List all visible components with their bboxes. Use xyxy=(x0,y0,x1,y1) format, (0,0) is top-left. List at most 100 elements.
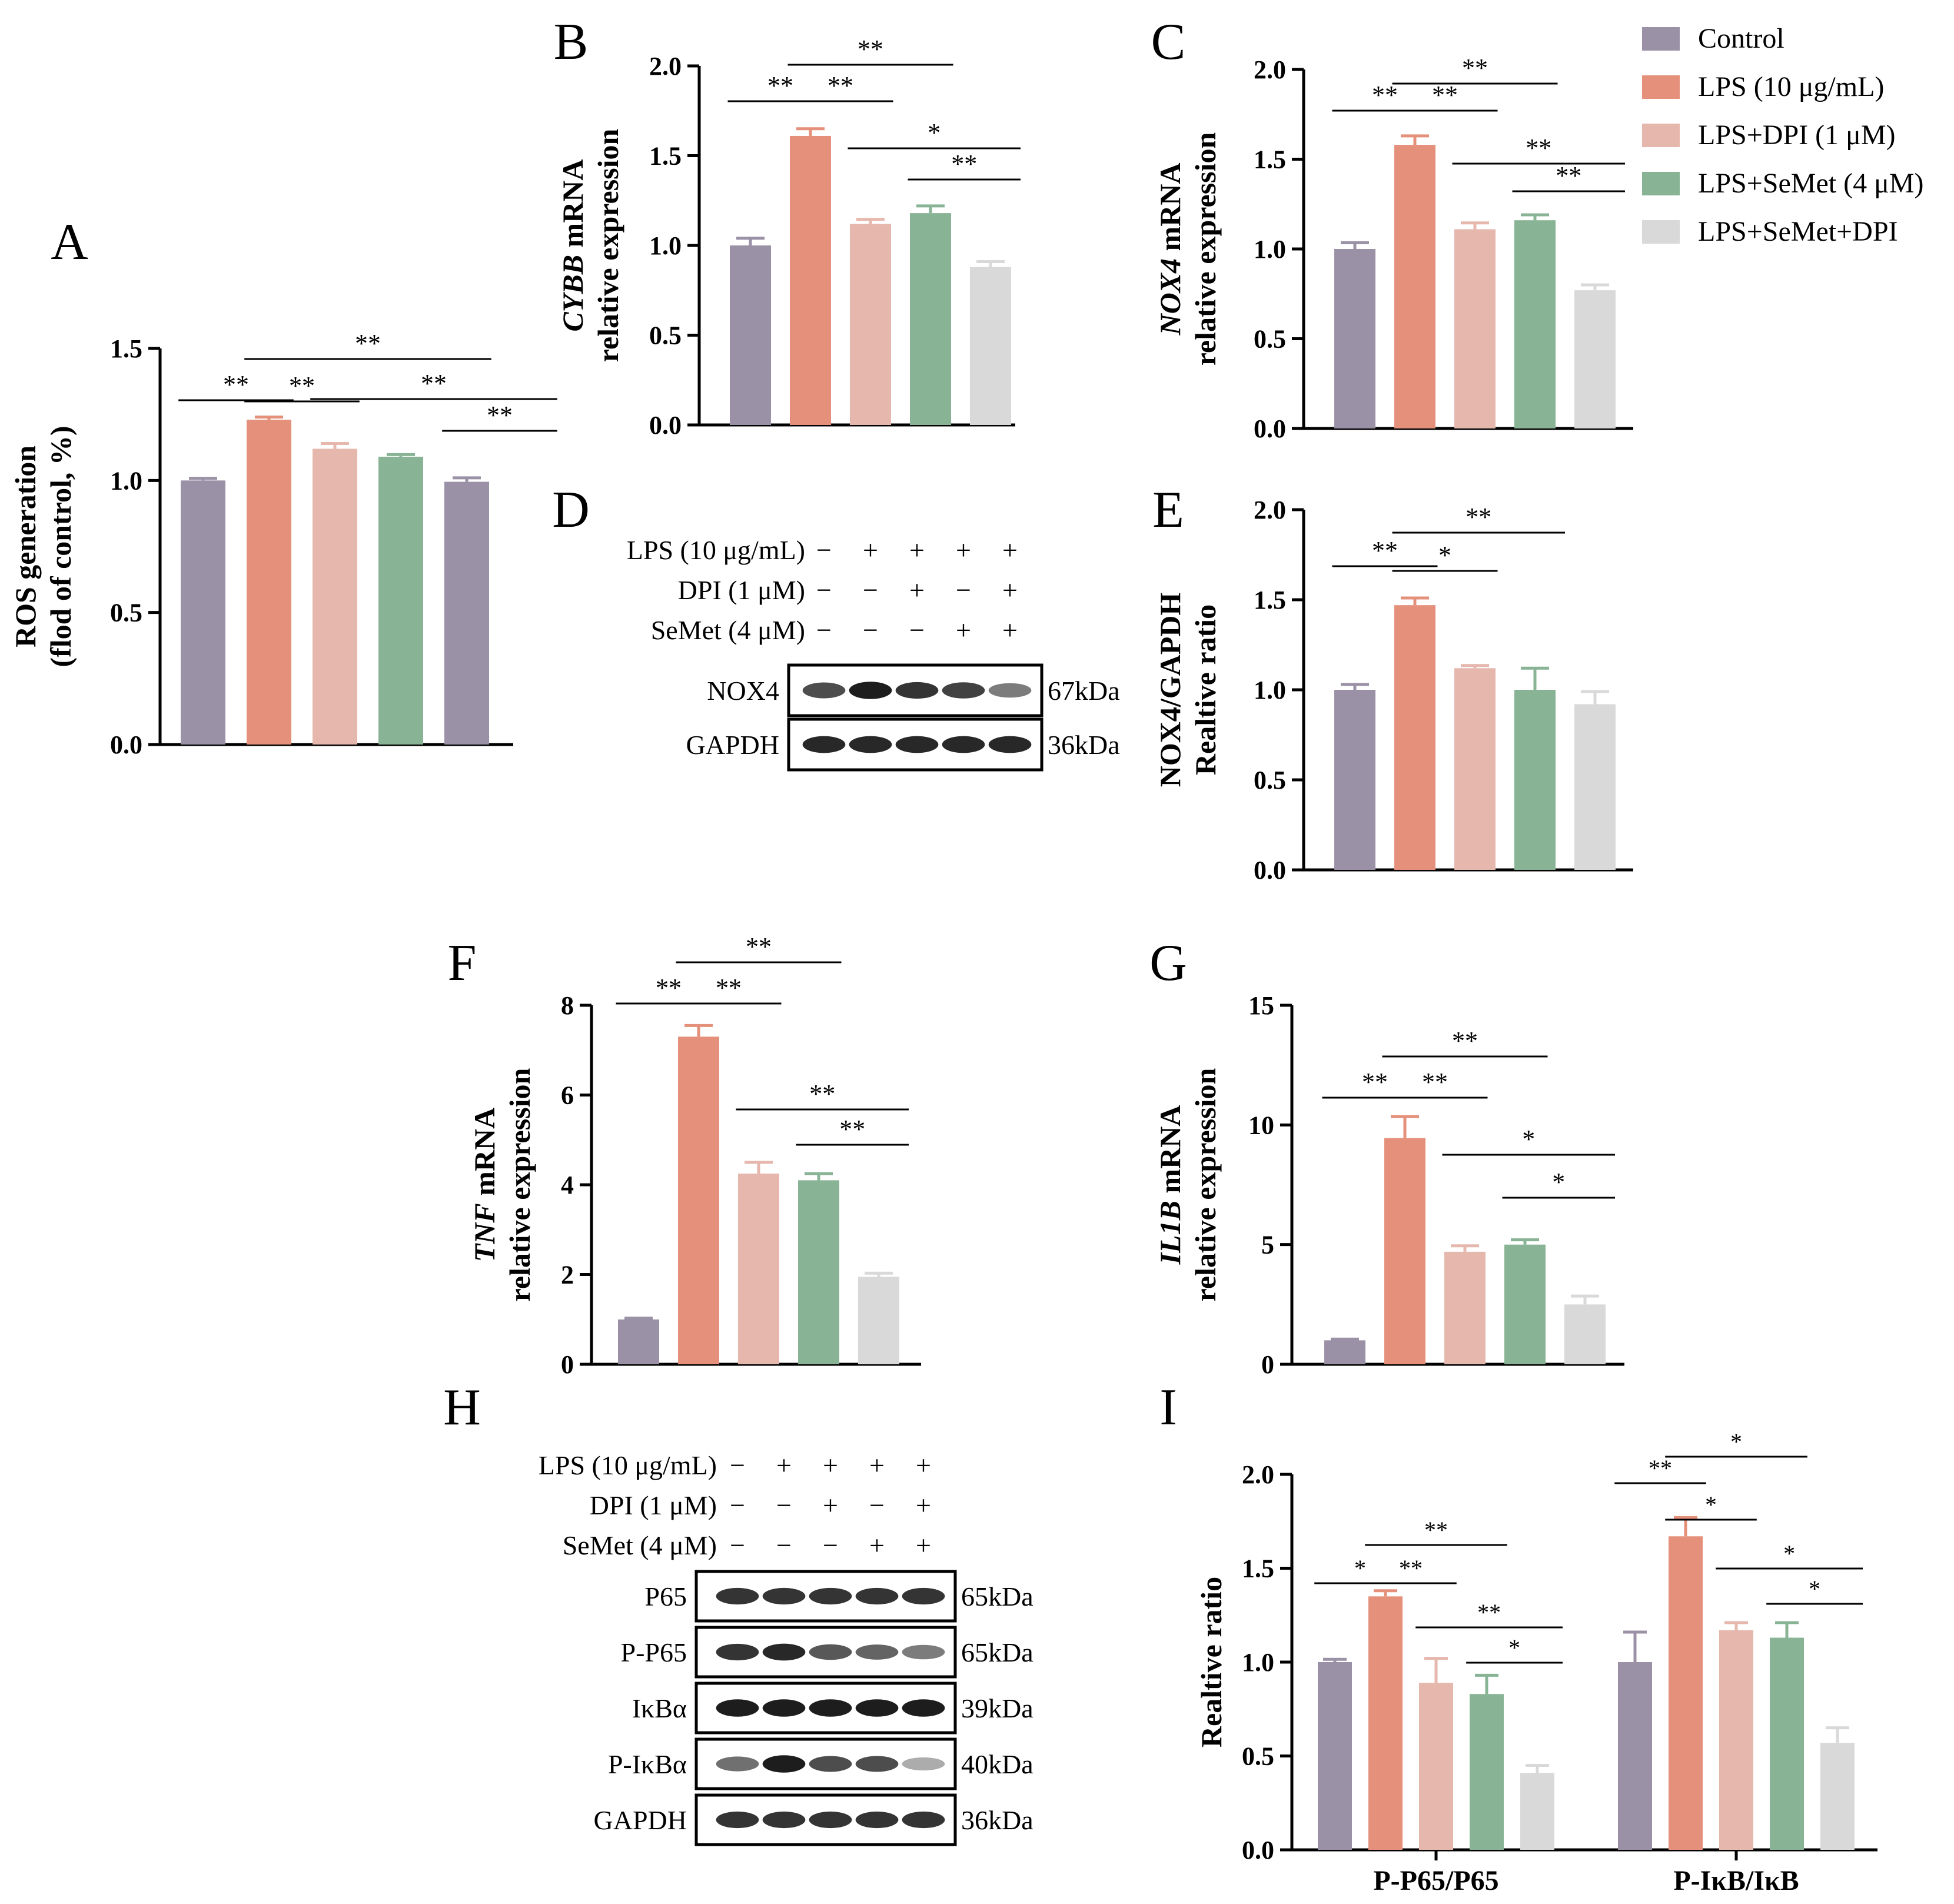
bar-2 xyxy=(1454,229,1496,428)
y-axis-label-line2: Realtive ratio xyxy=(1189,604,1222,775)
y-tick-label: 2 xyxy=(561,1261,574,1290)
legend-swatch-0 xyxy=(1642,27,1680,51)
bar-3 xyxy=(910,213,951,425)
y-tick-label: 0.5 xyxy=(1254,766,1286,795)
band-4 xyxy=(902,1811,945,1829)
sig-label: * xyxy=(1730,1428,1742,1455)
bar-g1-3 xyxy=(1770,1637,1804,1850)
kda-label-1: 65kDa xyxy=(961,1637,1034,1667)
bar-4 xyxy=(1574,704,1616,870)
y-axis-label-line1: TNF mRNA xyxy=(468,1108,501,1262)
y-axis-label-line1: NOX4 mRNA xyxy=(1154,162,1187,335)
treatment-sign: − xyxy=(816,615,832,645)
bar-1 xyxy=(247,420,291,745)
y-tick-label: 0.0 xyxy=(1254,414,1286,443)
y-axis-label-line2: relative expression xyxy=(591,128,624,362)
bar-0 xyxy=(1334,690,1375,870)
band-3 xyxy=(942,736,985,753)
bar-g1-0 xyxy=(1618,1662,1652,1850)
bar-1 xyxy=(1394,605,1435,870)
band-2 xyxy=(895,682,939,699)
treatment-sign: + xyxy=(869,1450,885,1480)
sig-label: * xyxy=(1705,1491,1717,1518)
legend-swatch-1 xyxy=(1642,75,1680,99)
sig-label-4: ** xyxy=(1556,161,1581,190)
band-3 xyxy=(942,682,985,699)
sig-label-2: ** xyxy=(355,329,381,358)
sig-label-3: * xyxy=(928,118,941,147)
treatment-sign: − xyxy=(730,1530,745,1560)
band-4 xyxy=(988,736,1032,753)
sig-label-1: ** xyxy=(289,371,315,400)
band-3 xyxy=(855,1699,899,1717)
treatment-sign: − xyxy=(776,1490,792,1520)
band-4 xyxy=(902,1587,945,1605)
bar-g1-4 xyxy=(1820,1743,1855,1850)
sig-label-3: ** xyxy=(1526,134,1551,162)
y-tick-label: 0.0 xyxy=(1242,1836,1274,1865)
kda-label-1: 36kDa xyxy=(1048,730,1120,760)
y-tick-label: 0 xyxy=(561,1350,574,1379)
bar-g0-0 xyxy=(1318,1662,1352,1850)
bar-0 xyxy=(1334,249,1375,428)
y-tick-label: 1.5 xyxy=(1254,145,1286,174)
bar-2 xyxy=(313,448,357,745)
treatment-sign: − xyxy=(816,535,832,565)
bar-3 xyxy=(1514,690,1556,870)
bar-3 xyxy=(378,456,423,745)
band-0 xyxy=(716,1587,759,1605)
sig-label-4: * xyxy=(1552,1168,1565,1197)
bar-4 xyxy=(970,267,1011,425)
band-3 xyxy=(855,1811,899,1829)
panel-letter-D: D xyxy=(552,481,590,539)
band-1 xyxy=(762,1643,806,1661)
protein-label-1: P-P65 xyxy=(621,1637,687,1667)
sig-label-2: ** xyxy=(1452,1026,1478,1055)
sig-label-4: ** xyxy=(839,1115,865,1144)
band-4 xyxy=(902,1699,945,1717)
treatment-label-1: DPI (1 μM) xyxy=(590,1490,717,1520)
bar-1 xyxy=(1384,1138,1425,1364)
y-tick-label: 15 xyxy=(1248,991,1274,1020)
treatment-sign: + xyxy=(916,1530,931,1560)
y-tick-label: 6 xyxy=(561,1081,574,1110)
treatment-label-1: DPI (1 μM) xyxy=(678,575,805,605)
treatment-sign: + xyxy=(916,1450,931,1480)
sig-label-2: ** xyxy=(1462,54,1488,82)
treatment-sign: + xyxy=(1002,535,1018,565)
kda-label-3: 40kDa xyxy=(961,1749,1034,1779)
bar-g0-4 xyxy=(1520,1773,1554,1850)
legend-swatch-2 xyxy=(1642,124,1680,147)
sig-label-3: ** xyxy=(809,1079,835,1108)
band-0 xyxy=(716,1699,759,1717)
sig-label-1: * xyxy=(1438,541,1451,570)
sig-label: * xyxy=(1508,1634,1520,1661)
sig-label-0: ** xyxy=(223,370,249,399)
band-2 xyxy=(809,1699,852,1717)
chart-E: 0.0 0.5 1.0 1.5 2.0 NOX4/GAPDH Realtive ratio *… xyxy=(1154,496,1633,885)
kda-label-4: 36kDa xyxy=(961,1805,1034,1835)
legend-label-4: LPS+SeMet+DPI xyxy=(1698,216,1898,247)
band-4 xyxy=(902,1757,945,1771)
bar-2 xyxy=(1454,668,1496,870)
legend-label-2: LPS+DPI (1 μM) xyxy=(1698,119,1896,151)
y-tick-label: 1.5 xyxy=(1242,1554,1274,1583)
band-4 xyxy=(988,683,1032,698)
sig-label-1: ** xyxy=(828,71,853,100)
y-tick-label: 1.0 xyxy=(649,231,682,260)
treatment-sign: + xyxy=(863,535,878,565)
treatment-sign: − xyxy=(730,1490,745,1520)
band-4 xyxy=(902,1644,945,1660)
protein-label-4: GAPDH xyxy=(594,1805,687,1835)
protein-label-0: NOX4 xyxy=(707,676,779,706)
bar-1 xyxy=(678,1036,719,1364)
y-axis-label-line1: ROS generation xyxy=(9,446,42,647)
treatment-sign: + xyxy=(823,1450,838,1480)
y-axis-label-line2: relative expression xyxy=(1189,1068,1222,1301)
bar-4 xyxy=(1574,290,1616,428)
y-tick-label: 0.5 xyxy=(1254,325,1286,354)
sig-label: * xyxy=(1809,1576,1820,1602)
